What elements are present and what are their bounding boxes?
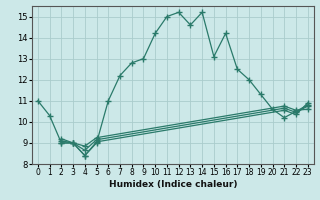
- X-axis label: Humidex (Indice chaleur): Humidex (Indice chaleur): [108, 180, 237, 189]
